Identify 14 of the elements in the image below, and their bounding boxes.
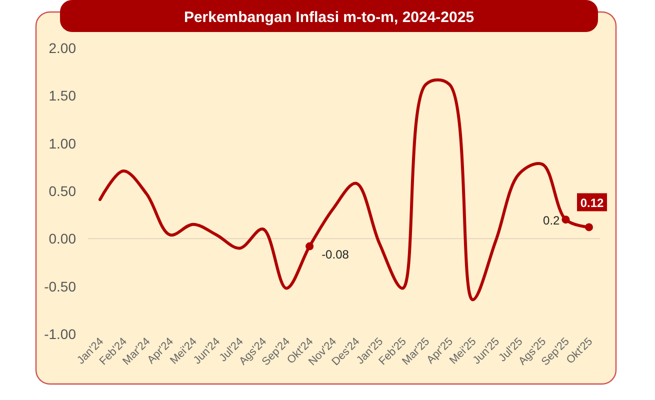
point	[585, 223, 593, 232]
data-label: -0.08	[322, 247, 350, 262]
y-tick-label: -1.00	[44, 326, 76, 342]
y-tick-label: 1.50	[48, 88, 76, 104]
point	[306, 242, 314, 250]
chart-title: Perkembangan Inflasi m-to-m, 2024-2025	[184, 9, 474, 26]
y-tick-label: -0.50	[44, 278, 76, 294]
y-tick-label: 0.00	[48, 230, 76, 247]
y-tick-label: 1.00	[48, 135, 76, 152]
data-label: 0.12	[580, 196, 604, 210]
data-label: 0.2	[543, 214, 560, 228]
point	[562, 216, 570, 224]
y-tick-label: 0.50	[48, 183, 76, 199]
y-tick-label: 2.00	[48, 40, 76, 56]
